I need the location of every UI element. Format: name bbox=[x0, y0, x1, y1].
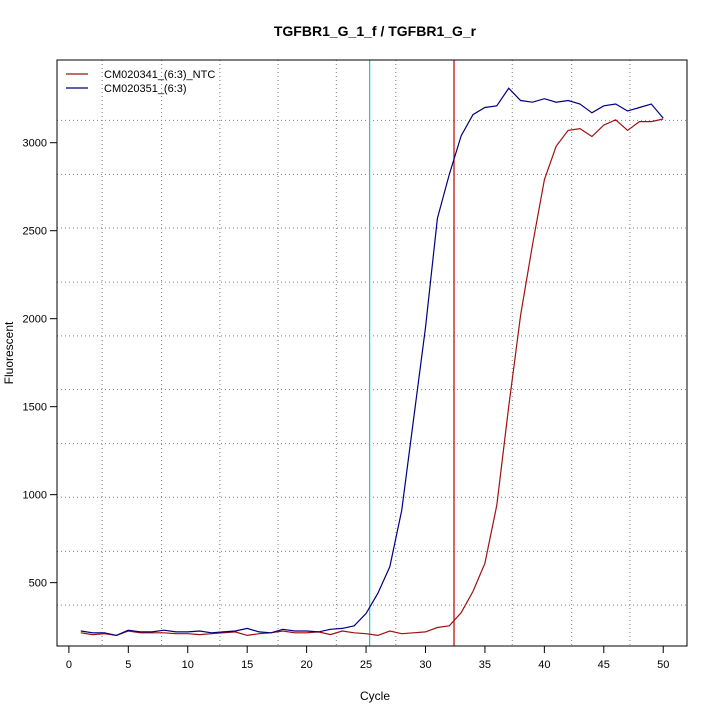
x-tick-label: 15 bbox=[241, 659, 253, 671]
legend-label: CM020351_(6:3) bbox=[104, 83, 187, 95]
x-tick-label: 45 bbox=[598, 659, 610, 671]
x-tick-label: 25 bbox=[360, 659, 372, 671]
y-tick-label: 500 bbox=[29, 578, 47, 590]
x-tick-label: 0 bbox=[66, 659, 72, 671]
x-tick-label: 5 bbox=[125, 659, 131, 671]
x-axis: 0 5 10 15 20 25 30 35 40 45 50 bbox=[66, 645, 669, 671]
y-tick-label: 1000 bbox=[23, 490, 47, 502]
y-tick-label: 2000 bbox=[23, 314, 47, 326]
y-tick-label: 1500 bbox=[23, 402, 47, 414]
x-tick-label: 30 bbox=[419, 659, 431, 671]
grid bbox=[57, 60, 687, 646]
y-tick-label: 2500 bbox=[23, 226, 47, 238]
y-axis: 500 1000 1500 2000 2500 3000 bbox=[23, 138, 58, 590]
series-line-1 bbox=[80, 118, 664, 637]
x-tick-label: 35 bbox=[479, 659, 491, 671]
series-group bbox=[80, 87, 664, 637]
x-tick-label: 20 bbox=[300, 659, 312, 671]
legend-label: CM020341_(6:3)_NTC bbox=[104, 69, 215, 81]
plot-frame bbox=[56, 59, 688, 647]
x-tick-label: 50 bbox=[657, 659, 669, 671]
y-tick-label: 3000 bbox=[23, 138, 47, 150]
series-line-2 bbox=[80, 87, 664, 637]
chart-title: TGFBR1_G_1_f / TGFBR1_G_r bbox=[274, 23, 477, 39]
y-axis-label: Fluorescent bbox=[2, 321, 16, 384]
legend: CM020341_(6:3)_NTC CM020351_(6:3) bbox=[66, 69, 215, 95]
x-tick-label: 10 bbox=[182, 659, 194, 671]
x-axis-label: Cycle bbox=[360, 689, 390, 703]
threshold-lines bbox=[369, 60, 455, 646]
x-tick-label: 40 bbox=[538, 659, 550, 671]
